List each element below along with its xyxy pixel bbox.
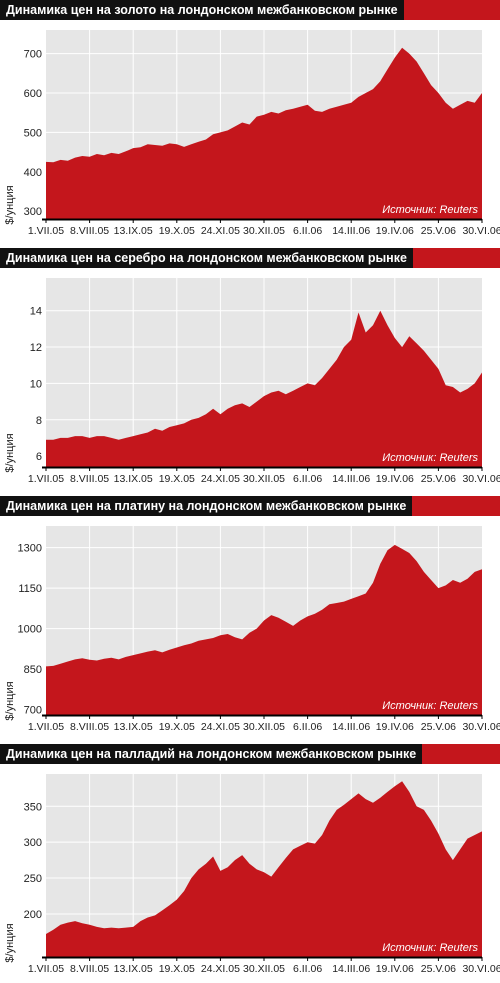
gold-y-tick-label: 600 bbox=[24, 88, 42, 100]
palladium-y-tick-label: 200 bbox=[24, 909, 42, 921]
gold-y-tick-label: 300 bbox=[24, 206, 42, 218]
silver-y-tick-label: 8 bbox=[36, 415, 42, 427]
platinum-x-tick-label: 8.VIII.05 bbox=[70, 721, 109, 733]
silver-chart-title: Динамика цен на серебро на лондонском ме… bbox=[0, 248, 413, 268]
gold-y-tick-label: 400 bbox=[24, 167, 42, 179]
silver-y-tick-label: 10 bbox=[30, 378, 42, 390]
silver-x-tick-label: 6.II.06 bbox=[293, 473, 322, 485]
platinum-x-tick-label: 19.X.05 bbox=[159, 721, 195, 733]
gold-x-tick-label: 30.VI.06 bbox=[462, 225, 500, 237]
silver-x-tick-label: 14.III.06 bbox=[332, 473, 370, 485]
silver-source-label: Источник: Reuters bbox=[382, 452, 478, 464]
platinum-x-tick-label: 6.II.06 bbox=[293, 721, 322, 733]
silver-x-tick-label: 24.XI.05 bbox=[201, 473, 240, 485]
gold-x-tick-label: 24.XI.05 bbox=[201, 225, 240, 237]
palladium-x-tick-label: 25.V.06 bbox=[421, 963, 456, 975]
palladium-x-tick-label: 6.II.06 bbox=[293, 963, 322, 975]
palladium-chart-title: Динамика цен на палладий на лондонском м… bbox=[0, 744, 423, 764]
gold-chart-title: Динамика цен на золото на лондонском меж… bbox=[0, 0, 404, 20]
silver-chart: 6 8 10 12 14 1.VII.05 8.VIII.05 13.IX.05 19.X.05… bbox=[4, 278, 500, 485]
platinum-price-area bbox=[46, 544, 482, 715]
platinum-x-tick-label: 1.VII.05 bbox=[28, 721, 64, 733]
palladium-x-tick-label: 24.XI.05 bbox=[201, 963, 240, 975]
palladium-source-label: Источник: Reuters bbox=[382, 942, 478, 954]
palladium-x-tick-label: 8.VIII.05 bbox=[70, 963, 109, 975]
palladium-y-tick-label: 250 bbox=[24, 873, 42, 885]
platinum-x-tick-label: 25.V.06 bbox=[421, 721, 456, 733]
silver-x-tick-label: 13.IX.05 bbox=[114, 473, 153, 485]
silver-y-tick-label: 14 bbox=[30, 306, 42, 318]
platinum-panel: Динамика цен на платину на лондонском ме… bbox=[0, 496, 500, 741]
palladium-panel: Динамика цен на палладий на лондонском м… bbox=[0, 744, 500, 983]
gold-x-tick-label: 6.II.06 bbox=[293, 225, 322, 237]
platinum-y-tick-label: 1150 bbox=[18, 583, 42, 595]
palladium-y-tick-label: 350 bbox=[24, 801, 42, 813]
silver-x-tick-label: 8.VIII.05 bbox=[70, 473, 109, 485]
silver-panel: Динамика цен на серебро на лондонском ме… bbox=[0, 248, 500, 493]
gold-y-tick-label: 700 bbox=[24, 49, 42, 61]
gold-panel: Динамика цен на золото на лондонском меж… bbox=[0, 0, 500, 245]
silver-x-tick-label: 19.IV.06 bbox=[376, 473, 414, 485]
silver-x-tick-label: 30.XII.05 bbox=[243, 473, 285, 485]
platinum-chart: 700 850 1000 1150 1300 1.VII.05 8.VIII.05 13.IX… bbox=[4, 526, 500, 733]
palladium-x-tick-label: 19.IV.06 bbox=[376, 963, 414, 975]
palladium-y-axis-label: $/унция bbox=[4, 923, 16, 962]
silver-x-tick-label: 30.VI.06 bbox=[462, 473, 500, 485]
palladium-x-tick-label: 30.XII.05 bbox=[243, 963, 285, 975]
silver-price-area bbox=[46, 310, 482, 467]
palladium-chart: 200 250 300 350 1.VII.05 8.VIII.05 13.IX.05 19.… bbox=[4, 774, 500, 975]
gold-x-tick-label: 14.III.06 bbox=[332, 225, 370, 237]
palladium-x-tick-label: 30.VI.06 bbox=[462, 963, 500, 975]
platinum-y-tick-label: 1300 bbox=[18, 543, 42, 555]
gold-y-tick-label: 500 bbox=[24, 127, 42, 139]
silver-y-tick-label: 6 bbox=[36, 451, 42, 463]
gold-x-tick-label: 30.XII.05 bbox=[243, 225, 285, 237]
platinum-x-tick-label: 24.XI.05 bbox=[201, 721, 240, 733]
gold-x-tick-label: 8.VIII.05 bbox=[70, 225, 109, 237]
palladium-y-tick-label: 300 bbox=[24, 837, 42, 849]
silver-x-tick-label: 25.V.06 bbox=[421, 473, 456, 485]
gold-y-axis-label: $/унция bbox=[4, 185, 16, 224]
gold-chart: 300 400 500 600 700 1.VII.05 8.VIII.05 13.IX.05… bbox=[4, 30, 500, 237]
palladium-price-area bbox=[46, 781, 482, 957]
platinum-chart-title: Динамика цен на платину на лондонском ме… bbox=[0, 496, 413, 516]
platinum-x-tick-label: 30.VI.06 bbox=[462, 721, 500, 733]
platinum-y-tick-label: 850 bbox=[24, 664, 42, 676]
platinum-x-tick-label: 13.IX.05 bbox=[114, 721, 153, 733]
gold-x-tick-label: 1.VII.05 bbox=[28, 225, 64, 237]
platinum-x-tick-label: 19.IV.06 bbox=[376, 721, 414, 733]
palladium-x-tick-label: 13.IX.05 bbox=[114, 963, 153, 975]
platinum-source-label: Источник: Reuters bbox=[382, 700, 478, 712]
platinum-y-tick-label: 700 bbox=[24, 705, 42, 717]
palladium-x-tick-label: 1.VII.05 bbox=[28, 963, 64, 975]
silver-y-axis-label: $/унция bbox=[4, 433, 16, 472]
palladium-x-tick-label: 14.III.06 bbox=[332, 963, 370, 975]
palladium-x-tick-label: 19.X.05 bbox=[159, 963, 195, 975]
silver-x-tick-label: 19.X.05 bbox=[159, 473, 195, 485]
gold-x-tick-label: 19.X.05 bbox=[159, 225, 195, 237]
gold-source-label: Источник: Reuters bbox=[382, 204, 478, 216]
gold-x-tick-label: 13.IX.05 bbox=[114, 225, 153, 237]
platinum-x-tick-label: 30.XII.05 bbox=[243, 721, 285, 733]
silver-y-tick-label: 12 bbox=[30, 342, 42, 354]
gold-x-tick-label: 19.IV.06 bbox=[376, 225, 414, 237]
platinum-x-tick-label: 14.III.06 bbox=[332, 721, 370, 733]
gold-price-area bbox=[46, 47, 482, 220]
silver-x-tick-label: 1.VII.05 bbox=[28, 473, 64, 485]
platinum-y-tick-label: 1000 bbox=[18, 624, 42, 636]
platinum-y-axis-label: $/унция bbox=[4, 681, 16, 720]
gold-x-tick-label: 25.V.06 bbox=[421, 225, 456, 237]
